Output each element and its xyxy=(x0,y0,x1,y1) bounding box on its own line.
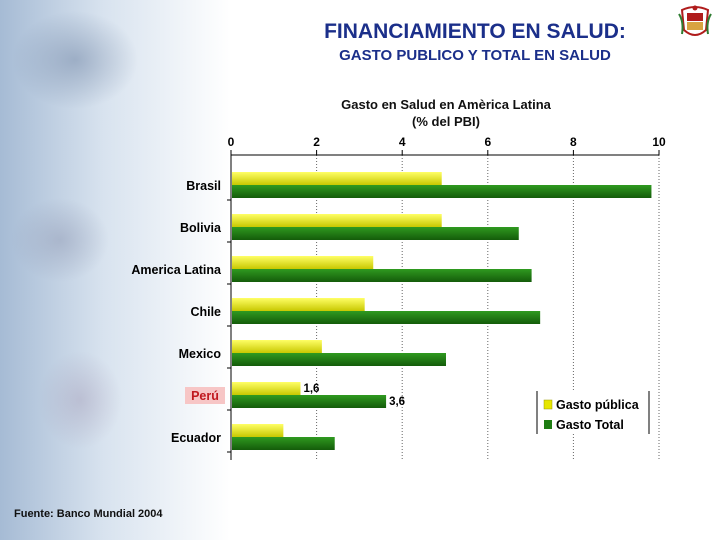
legend-swatch-gasto-publico xyxy=(543,399,553,410)
category-label-america-latina: America Latina xyxy=(131,263,222,277)
coat-of-arms-icon xyxy=(678,5,712,36)
chart-legend: Gasto pública Gasto Total xyxy=(536,391,650,434)
bar-mexico-gasto-publica xyxy=(232,340,322,353)
bar-peru-gasto-publica xyxy=(232,382,301,395)
x-tick-label-2: 2 xyxy=(313,135,320,149)
legend-swatch-gasto-total xyxy=(544,420,552,429)
source-note: Fuente: Banco Mundial 2004 xyxy=(14,508,163,520)
category-label-brasil: Brasil xyxy=(186,179,221,193)
chart-title-line-1: Gasto en Salud en Amèrica Latina xyxy=(341,97,552,112)
legend-label-gasto-total: Gasto Total xyxy=(556,418,624,432)
x-tick-label-0: 0 xyxy=(228,135,235,149)
data-label-peru-gasto-total: 3,6 xyxy=(389,396,405,408)
page-subtitle: GASTO PUBLICO Y TOTAL EN SALUD xyxy=(339,47,611,64)
bar-america-latina-gasto-publica xyxy=(232,256,374,269)
chart-labels: Brasil Bolivia America Latina Chile Mexico Pe… xyxy=(131,179,405,445)
data-label-peru-gasto-publica: 1,6 xyxy=(303,383,319,395)
bar-america-latina-gasto-total xyxy=(232,269,532,282)
bar-peru-gasto-total xyxy=(232,395,387,408)
legend-label-gasto-publico: Gasto pública xyxy=(556,398,640,412)
category-label-peru: Perú xyxy=(191,389,219,403)
chart-axes: 0 2 4 6 8 10 xyxy=(227,135,666,460)
category-label-ecuador: Ecuador xyxy=(171,431,221,445)
legend-box xyxy=(537,391,649,434)
bar-mexico-gasto-total xyxy=(232,353,446,366)
category-label-bolivia: Bolivia xyxy=(180,221,222,235)
bar-ecuador-gasto-publica xyxy=(232,424,284,437)
x-tick-label-6: 6 xyxy=(484,135,491,149)
bar-bolivia-gasto-publica xyxy=(232,214,442,227)
bar-chile-gasto-total xyxy=(232,311,541,324)
category-label-mexico: Mexico xyxy=(179,347,222,361)
bar-bolivia-gasto-total xyxy=(232,227,519,240)
background-photo-collage xyxy=(0,0,230,540)
bar-ecuador-gasto-total xyxy=(232,437,335,450)
category-label-chile: Chile xyxy=(190,305,221,319)
category-highlight xyxy=(185,387,225,404)
bar-chile-gasto-publica xyxy=(232,298,365,311)
chart-bars xyxy=(232,172,652,450)
bar-brasil-gasto-publica xyxy=(232,172,442,185)
bar-brasil-gasto-total xyxy=(232,185,652,198)
x-tick-label-4: 4 xyxy=(399,135,406,149)
x-tick-label-8: 8 xyxy=(570,135,577,149)
page-title: FINANCIAMIENTO EN SALUD: xyxy=(324,20,626,43)
x-tick-label-10: 10 xyxy=(652,135,666,149)
chart-title-line-2: (% del PBI) xyxy=(412,114,480,129)
